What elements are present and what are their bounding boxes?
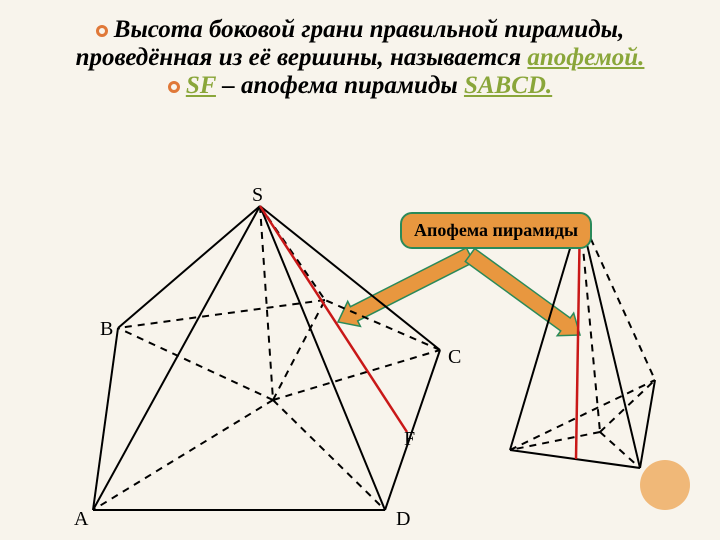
vertex-label-A: A [74,508,88,531]
pyramid-small [510,215,655,468]
line1-highlight: апофемой. [527,44,644,71]
definition-line1: Высота боковой грани правильной пирамиды… [30,16,690,72]
decoration-circle [640,460,690,510]
pyramid-large [93,206,440,510]
line1-prefix: Высота [114,16,203,43]
apothem-callout: Апофема пирамиды [400,212,592,249]
callout-arrows [338,248,580,336]
vertex-label-F: F [404,428,415,451]
bullet-icon [168,81,180,93]
line2-sabcd: SABCD. [464,72,552,99]
definition-text: Высота боковой грани правильной пирамиды… [0,0,720,106]
line2-mid: – апофема пирамиды [216,72,464,99]
line2-sf: SF [186,72,216,99]
vertex-label-B: B [100,318,113,341]
vertex-label-S: S [252,184,263,207]
callout-text: Апофема пирамиды [414,220,578,240]
bullet-icon [96,25,108,37]
vertex-label-D: D [396,508,410,531]
definition-line2: SF – апофема пирамиды SABCD. [30,72,690,100]
vertex-label-C: C [448,346,461,369]
